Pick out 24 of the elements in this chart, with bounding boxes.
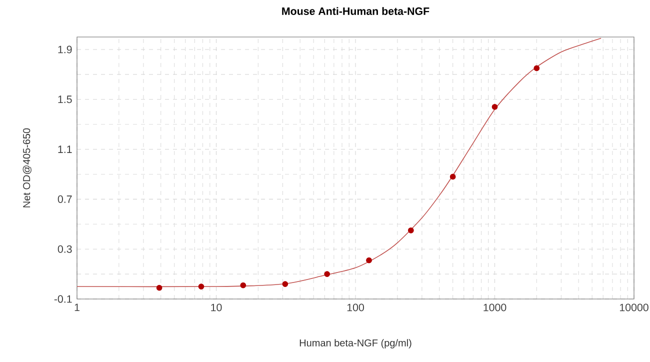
point — [156, 284, 162, 291]
point — [324, 271, 330, 277]
y-tick-label: 0.3 — [58, 245, 72, 253]
x-axis-title: Human beta-NGF (pg/ml) — [300, 339, 412, 348]
y-tick-label: 1.5 — [58, 96, 72, 104]
x-tick-label: 10 — [211, 304, 222, 312]
point — [366, 257, 372, 264]
x-tick-label: 10000 — [620, 304, 648, 312]
y-axis-title: Net OD@405-650 — [22, 128, 32, 208]
chart-title: Mouse Anti-Human beta-NGF — [282, 7, 430, 15]
y-tick-label: 0.7 — [58, 195, 72, 203]
y-tick-label: 1.1 — [58, 146, 72, 153]
x-tick-label: 1 — [74, 304, 80, 312]
point — [492, 104, 498, 110]
point — [282, 281, 288, 287]
y-tick-label: -0.1 — [54, 295, 72, 303]
point — [240, 282, 246, 288]
point — [534, 65, 540, 72]
point — [198, 284, 204, 290]
x-tick-label: 100 — [347, 304, 364, 312]
x-tick-label: 1000 — [484, 304, 506, 312]
point — [408, 227, 414, 234]
point — [450, 174, 456, 180]
y-tick-label: 1.9 — [58, 46, 72, 54]
